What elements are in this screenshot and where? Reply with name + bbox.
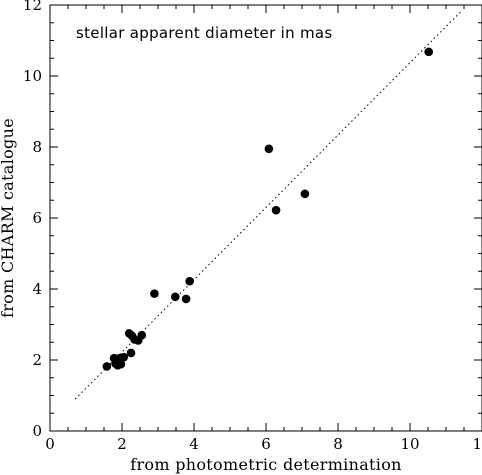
y-tick-label: 0 — [32, 422, 42, 440]
x-tick-label: 12 — [472, 435, 482, 453]
y-tick-label: 2 — [32, 351, 42, 369]
data-point — [150, 289, 159, 298]
y-tick-label: 4 — [32, 280, 42, 298]
data-point — [137, 330, 147, 340]
data-point — [264, 144, 274, 154]
chart-annotation: stellar apparent diameter in mas — [76, 24, 332, 42]
x-tick-label: 8 — [333, 435, 343, 453]
x-tick-label: 2 — [117, 435, 127, 453]
data-point — [116, 359, 126, 369]
data-point — [119, 352, 129, 362]
axis-ticks: 0 2 4 6 8 10 12 0 2 4 6 8 10 12 — [23, 0, 482, 453]
y-tick-label: 12 — [23, 0, 42, 14]
data-point — [170, 292, 180, 302]
x-tick-label: 0 — [45, 435, 55, 453]
data-points — [102, 47, 434, 371]
x-axis-label: from photometric determination — [130, 455, 401, 474]
data-point — [424, 47, 434, 57]
y-tick-label: 10 — [23, 67, 42, 85]
data-point — [271, 205, 281, 215]
data-point — [181, 294, 191, 304]
data-point — [300, 189, 310, 199]
y-tick-label: 6 — [32, 209, 42, 227]
y-axis-label: from CHARM catalogue — [0, 118, 17, 318]
data-point — [185, 276, 194, 286]
data-point — [102, 362, 112, 371]
data-point — [126, 348, 136, 358]
x-tick-label: 10 — [400, 435, 419, 453]
x-tick-label: 6 — [261, 435, 271, 453]
y-tick-label: 8 — [32, 138, 42, 156]
x-tick-label: 4 — [189, 435, 199, 453]
